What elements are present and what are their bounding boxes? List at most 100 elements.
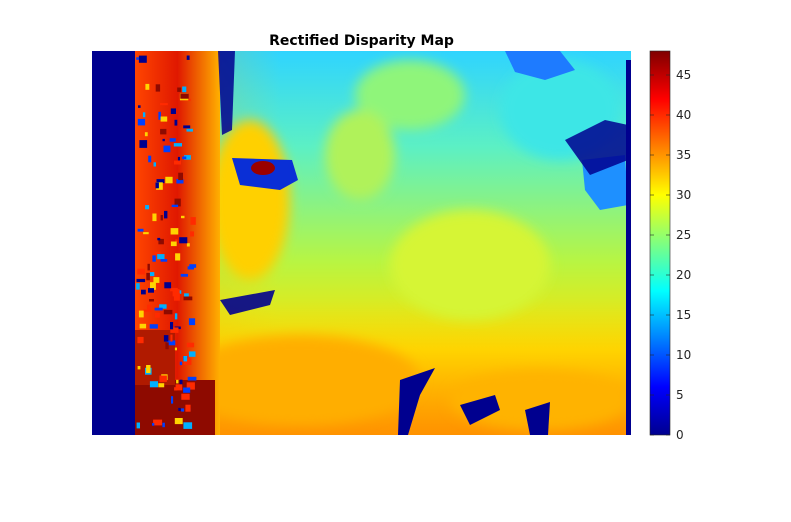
image-speckle — [160, 259, 168, 262]
image-speckle — [165, 342, 169, 350]
image-speckle — [137, 118, 146, 126]
image-speckle — [170, 334, 173, 342]
image-speckle — [183, 358, 192, 365]
image-speckle — [188, 351, 196, 357]
image-speckle — [146, 365, 151, 373]
image-speckle — [176, 379, 179, 384]
image-speckle — [182, 86, 187, 93]
image-speckle — [142, 112, 146, 118]
image-speckle — [160, 116, 168, 122]
image-invalid-region — [220, 290, 275, 315]
image-speckle — [147, 263, 150, 271]
image-speckle — [184, 155, 191, 160]
image-speckle — [173, 293, 180, 301]
image-speckle — [169, 138, 176, 142]
colorbar-gradient — [649, 50, 671, 436]
image-speckle — [145, 205, 150, 210]
image-speckle — [149, 381, 158, 388]
image-speckle — [174, 119, 178, 126]
image-speckle — [137, 228, 144, 232]
image-speckle — [148, 155, 152, 163]
colorbar-tick-label: 15 — [676, 308, 691, 322]
image-speckle — [166, 340, 176, 346]
image-speckle — [174, 347, 177, 351]
image-speckle — [175, 384, 183, 391]
image-speckle — [163, 309, 173, 315]
image-speckle — [155, 182, 159, 189]
colorbar-tick-label: 35 — [676, 148, 691, 162]
image-speckle — [190, 217, 196, 225]
image-speckle — [150, 282, 156, 290]
image-speckle — [153, 277, 160, 283]
image-speckle — [163, 335, 169, 342]
image-speckle — [184, 293, 189, 298]
colorbar-tick-label: 0 — [676, 428, 684, 442]
image-speckle — [154, 307, 163, 311]
image-speckle — [188, 318, 196, 326]
image-speckle — [174, 313, 178, 320]
image-speckle — [147, 304, 151, 310]
image-speckle — [187, 376, 197, 381]
image-speckle — [136, 395, 140, 399]
image-speckle — [149, 324, 158, 329]
image-speckle — [183, 296, 193, 301]
image-speckle — [176, 179, 184, 184]
image-speckle — [154, 312, 160, 318]
image-speckle — [180, 93, 189, 99]
image-speckle — [186, 243, 190, 247]
image-speckle — [187, 266, 194, 270]
image-speckle — [136, 278, 146, 283]
image-speckle — [183, 125, 191, 129]
image-speckle — [180, 273, 188, 277]
image-speckle — [177, 156, 180, 161]
image-speckle — [179, 361, 183, 366]
image-speckle — [173, 288, 177, 297]
colorbar-tick-label: 30 — [676, 188, 691, 202]
image-speckle — [181, 215, 185, 219]
image-speckle — [144, 132, 148, 137]
image-speckle — [137, 268, 145, 275]
image-invalid-region — [525, 402, 550, 435]
image-speckle — [171, 204, 179, 207]
image-invalid-region — [218, 51, 235, 135]
image-speckle — [153, 162, 156, 167]
image-speckle — [174, 418, 183, 425]
image-invalid-border — [626, 60, 631, 435]
image-speckle — [183, 356, 188, 362]
image-speckle — [152, 423, 155, 426]
image-speckle — [170, 228, 179, 235]
image-speckle — [185, 404, 191, 412]
image-hotspot — [251, 161, 275, 175]
image-speckle — [143, 232, 149, 235]
image-speckle — [156, 182, 163, 190]
colorbar: 0 5 10 15 20 25 30 35 40 45 — [649, 50, 691, 442]
image-invalid-region — [565, 120, 628, 175]
image-speckle — [159, 375, 167, 382]
image-speckle — [178, 407, 181, 411]
image-speckle — [186, 353, 190, 359]
image-speckle — [173, 143, 182, 147]
image-speckle — [178, 172, 183, 181]
image-speckle — [157, 254, 165, 260]
image-speckle — [153, 419, 163, 426]
colorbar-tick-label: 20 — [676, 268, 691, 282]
image-speckle — [175, 239, 178, 242]
image-speckle — [182, 156, 187, 160]
image-speckle — [139, 140, 148, 148]
image-speckle — [177, 87, 182, 92]
image-speckle — [162, 422, 165, 428]
image-speckle — [164, 282, 172, 289]
image-speckle — [183, 387, 191, 393]
image-speckle — [175, 408, 182, 414]
image-speckle — [162, 138, 165, 142]
image-invalid-region — [398, 368, 435, 435]
image-speckle — [174, 160, 181, 165]
chart-title: Rectified Disparity Map — [269, 33, 454, 49]
image-speckle — [158, 383, 165, 388]
image-speckle — [160, 128, 167, 135]
image-speckle — [138, 105, 141, 108]
image-speckle — [171, 396, 174, 404]
image-speckle — [136, 283, 140, 290]
image-speckle — [149, 299, 154, 302]
